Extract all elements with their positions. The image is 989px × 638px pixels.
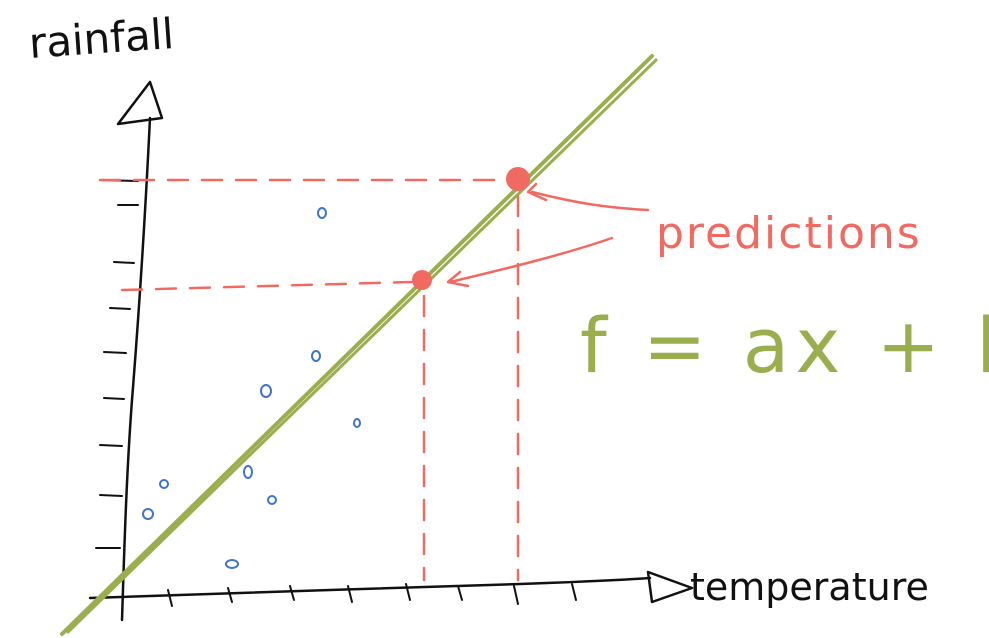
prediction-point-lower <box>412 270 432 290</box>
x-axis-ticks <box>167 583 577 607</box>
data-points <box>142 207 361 569</box>
predictions-label: predictions <box>656 208 922 259</box>
x-axis-arrowhead <box>646 570 694 604</box>
arrow-lower <box>448 236 614 284</box>
y-axis-label: rainfall <box>27 9 175 68</box>
data-point <box>353 418 361 428</box>
data-point <box>225 559 239 569</box>
x-axis-line <box>88 576 652 600</box>
x-axis-label: temperature <box>690 565 929 609</box>
y-axis-line <box>120 116 152 622</box>
regression-line <box>60 54 658 636</box>
data-point <box>260 384 272 398</box>
prediction-points <box>412 167 530 290</box>
data-point <box>243 465 253 479</box>
arrow-upper <box>530 190 650 212</box>
guide-h-lower <box>120 280 414 292</box>
data-point <box>267 495 277 505</box>
formula-label: f = ax + b <box>580 301 989 390</box>
prediction-arrows <box>446 182 650 288</box>
data-point <box>317 207 327 219</box>
prediction-guides <box>98 178 520 582</box>
data-point <box>159 479 169 489</box>
prediction-point-upper <box>506 167 530 191</box>
axes <box>88 80 694 622</box>
data-point <box>142 508 154 520</box>
y-axis-ticks <box>95 179 139 549</box>
y-axis-arrowhead <box>116 80 164 126</box>
data-point <box>311 350 321 362</box>
